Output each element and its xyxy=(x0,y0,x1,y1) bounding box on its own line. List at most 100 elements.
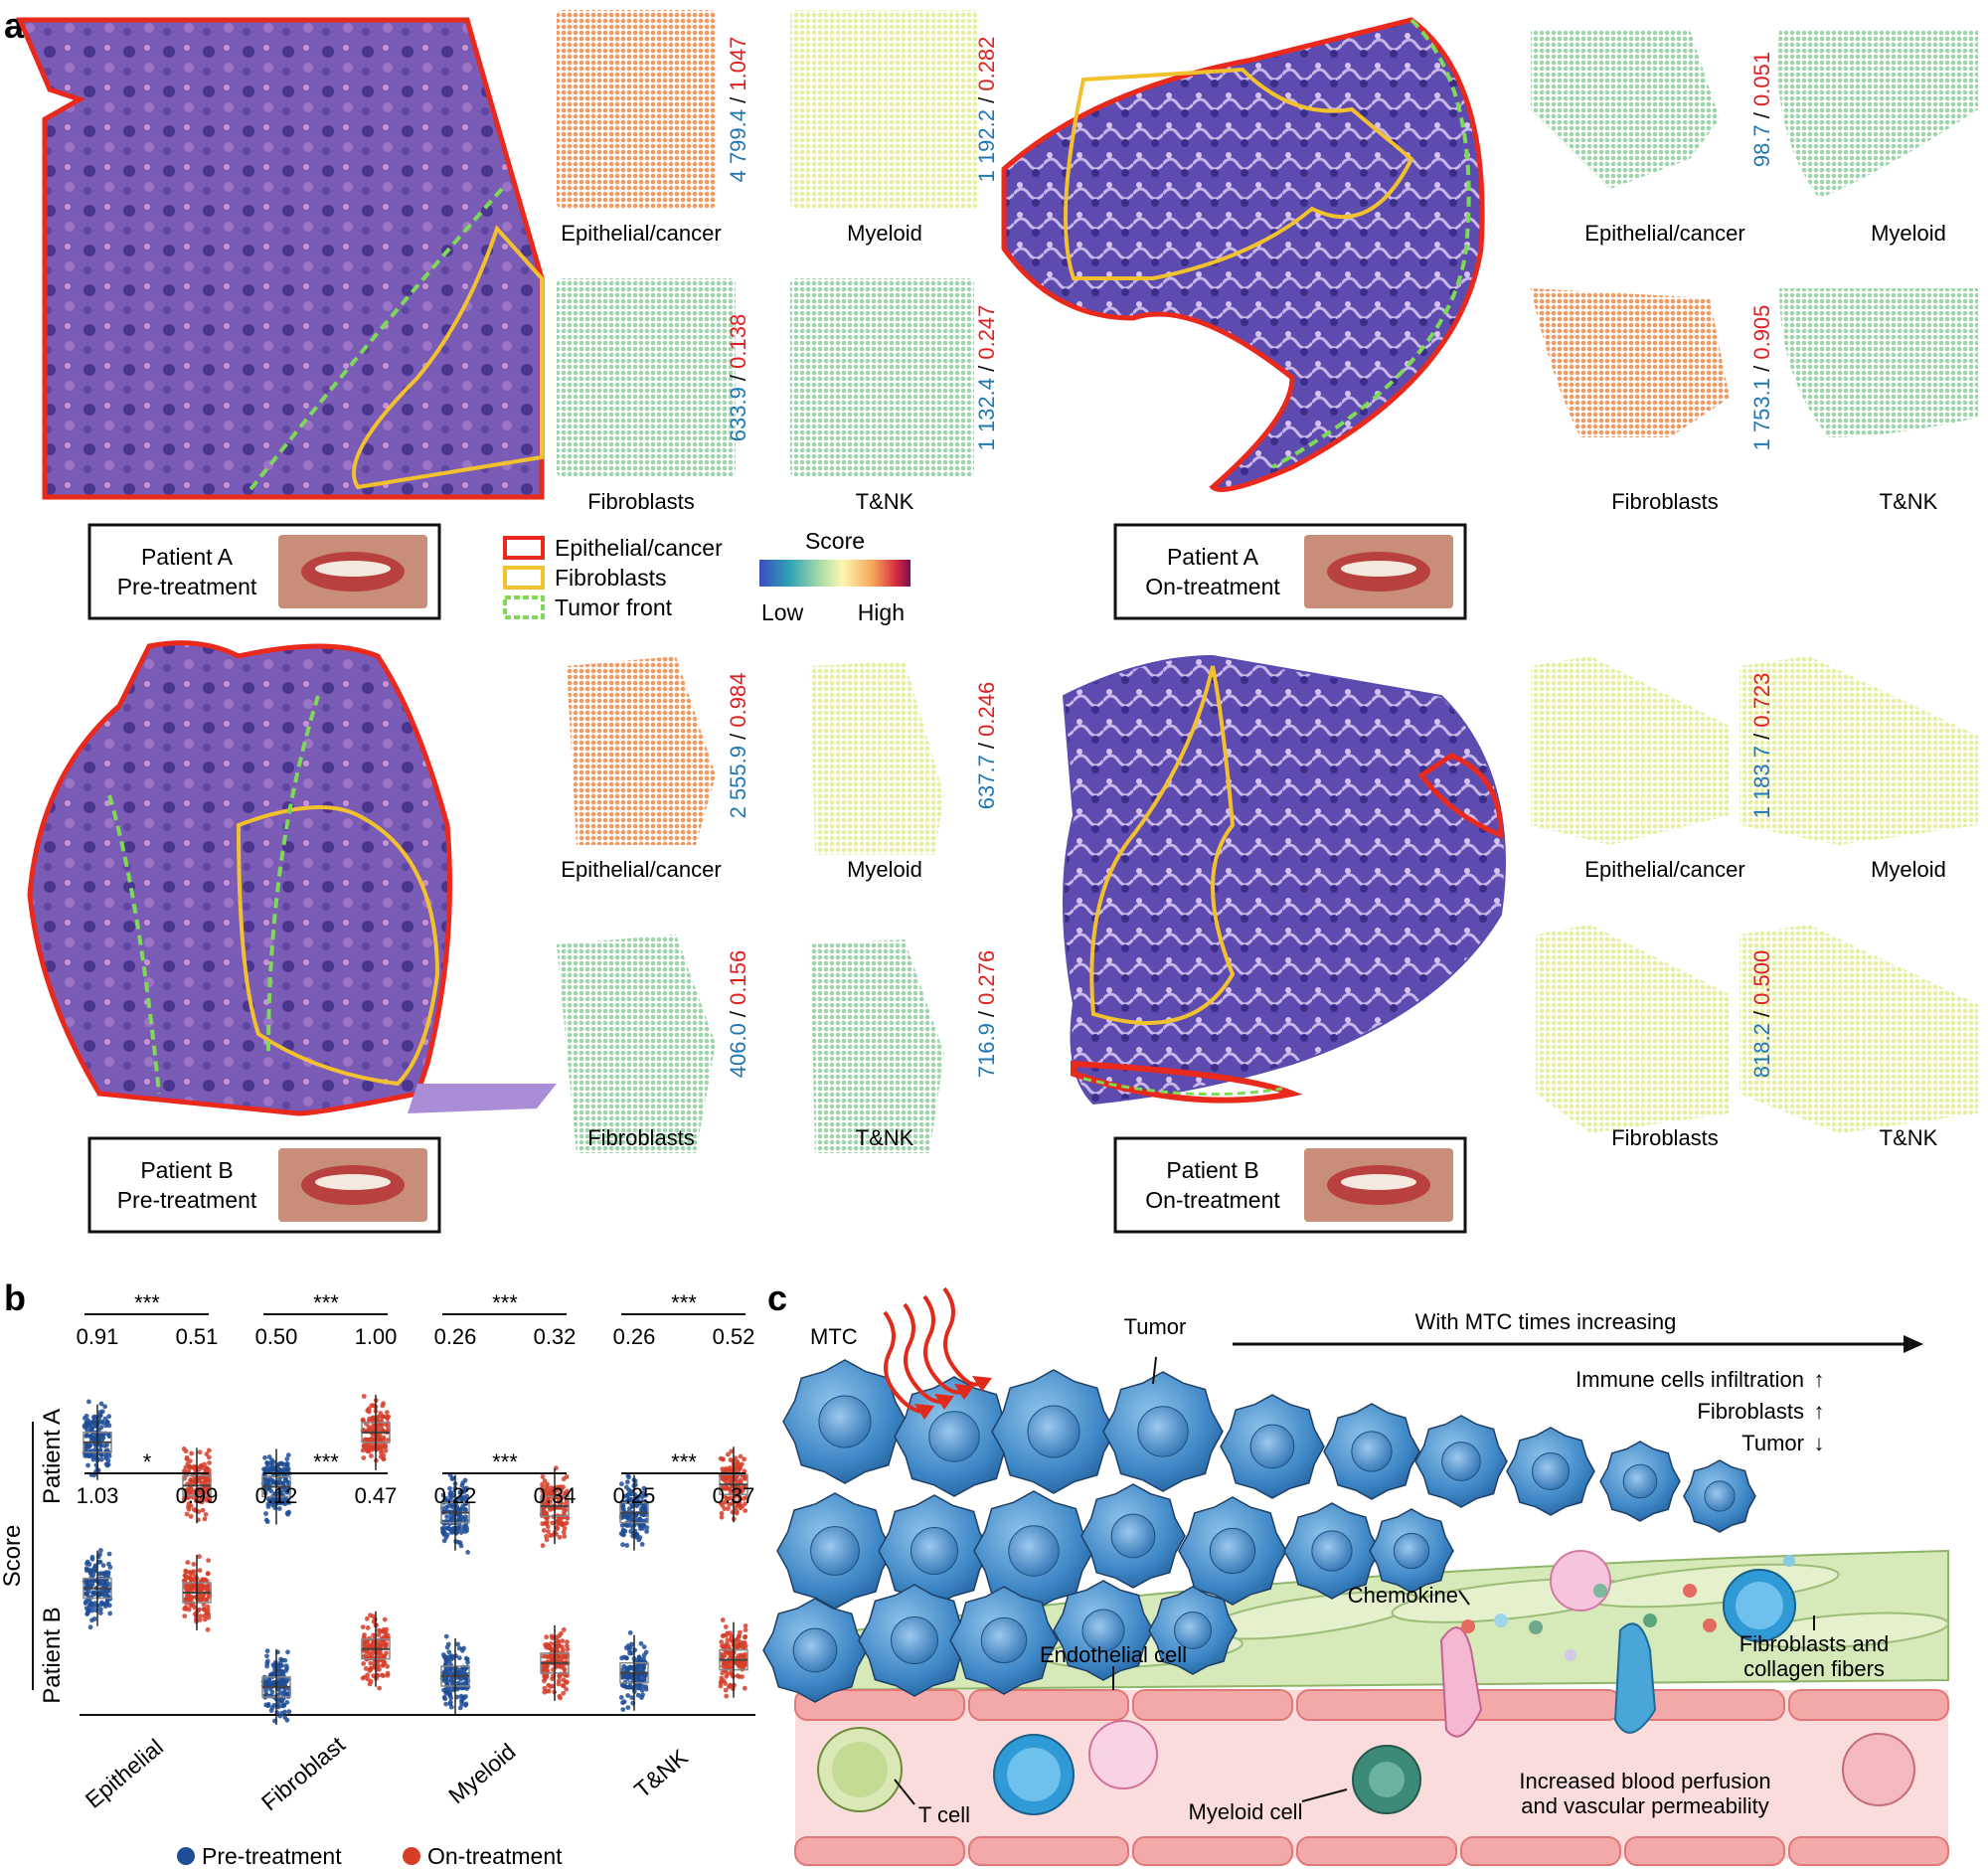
sig-label-2: *** xyxy=(492,1290,518,1315)
effect-dir-1: ↑ xyxy=(1814,1399,1825,1424)
median-pre-5: 0.12 xyxy=(255,1483,298,1508)
strip-pre-5 xyxy=(260,1648,292,1725)
spot-map-labels: Epithelial/cancer 4 799.4 / 1.047 Myeloid 1… xyxy=(561,37,1946,1150)
category-label-1: Fibroblast xyxy=(256,1731,351,1815)
median-pre-1: 0.50 xyxy=(255,1324,298,1349)
panel-letter-b: b xyxy=(4,1277,26,1318)
region-legend: Epithelial/cancer Fibroblasts Tumor fron… xyxy=(503,528,911,625)
sig-label-6: *** xyxy=(492,1449,518,1474)
legend-on: On-treatment xyxy=(427,1843,563,1869)
map-score-3-0: 1 183.7 / 0.723 xyxy=(1749,673,1774,819)
patient-boxes: Patient A Pre-treatment Patient A On-treatm… xyxy=(87,523,1467,1234)
strip-on-2 xyxy=(539,1465,571,1549)
map-title-3-1: Myeloid xyxy=(1871,857,1946,882)
sig-label-1: *** xyxy=(313,1290,339,1315)
strip-pre-0 xyxy=(82,1399,112,1480)
panel-letter-a: a xyxy=(4,5,25,46)
map-score-2-3: 716.9 / 0.276 xyxy=(974,950,999,1078)
panel-letter-c: c xyxy=(767,1277,787,1318)
map-title-1-2: Fibroblasts xyxy=(1611,489,1719,514)
map-title-1-1: Myeloid xyxy=(1871,221,1946,246)
strip-on-1 xyxy=(360,1394,392,1470)
sig-label-4: * xyxy=(143,1449,152,1474)
median-on-5: 0.47 xyxy=(355,1483,398,1508)
median-pre-2: 0.26 xyxy=(434,1324,477,1349)
perfusion-label-2: and vascular permeability xyxy=(1521,1793,1768,1818)
panel-b-chart: Score Patient A Patient B Epithelial Fibr… xyxy=(0,1290,755,1815)
perfusion-label-1: Increased blood perfusion xyxy=(1519,1769,1770,1793)
map-title-1-0: Epithelial/cancer xyxy=(1584,221,1744,246)
myeloid-cell-label: Myeloid cell xyxy=(1189,1799,1303,1824)
median-pre-4: 1.03 xyxy=(77,1483,119,1508)
strip-pre-4 xyxy=(82,1548,113,1630)
map-title-0-1: Myeloid xyxy=(847,221,922,246)
category-label-2: Myeloid xyxy=(443,1738,520,1808)
tissue-section-b-pre xyxy=(27,640,557,1116)
median-on-7: 0.37 xyxy=(713,1483,755,1508)
score-high: High xyxy=(858,599,905,625)
tissue-section-b-on xyxy=(1062,654,1506,1105)
strip-pre-6 xyxy=(439,1633,471,1714)
score-low: Low xyxy=(761,599,804,625)
map-title-2-0: Epithelial/cancer xyxy=(561,857,721,882)
legend-tumor-front: Tumor front xyxy=(555,595,673,620)
myeloid-cell xyxy=(1088,1720,1158,1789)
mtc-waves xyxy=(883,1286,980,1414)
map-title-2-3: T&NK xyxy=(856,1125,914,1150)
effect-label-0: Immune cells infiltration xyxy=(1575,1367,1804,1392)
effects-list: Immune cells infiltration ↑ Fibroblasts ↑ Tu… xyxy=(1575,1367,1824,1455)
legend-epithelial: Epithelial/cancer xyxy=(555,535,723,561)
tissue-section-a-pre xyxy=(16,17,545,500)
mtc-label: MTC xyxy=(810,1324,858,1349)
tumor-label: Tumor xyxy=(1124,1314,1187,1339)
chemokine-dots xyxy=(1461,1555,1795,1661)
chemokine-label: Chemokine xyxy=(1348,1583,1458,1608)
fibroblasts-collagen-label-2: collagen fibers xyxy=(1743,1656,1885,1681)
patient-timepoint-1: On-treatment xyxy=(1145,574,1280,599)
strip-on-4 xyxy=(181,1554,213,1632)
map-title-0-0: Epithelial/cancer xyxy=(561,221,721,246)
sig-label-3: *** xyxy=(671,1290,697,1315)
tumor-cell-cluster xyxy=(762,1359,1756,1703)
legend-fibroblasts: Fibroblasts xyxy=(555,565,666,591)
patient-name-3: Patient B xyxy=(1166,1157,1258,1183)
strip-pre-3 xyxy=(618,1472,650,1551)
map-title-2-2: Fibroblasts xyxy=(587,1125,695,1150)
median-pre-0: 0.91 xyxy=(77,1324,119,1349)
map-score-0-3: 1 132.4 / 0.247 xyxy=(974,305,999,451)
median-pre-6: 0.22 xyxy=(434,1483,477,1508)
effect-label-1: Fibroblasts xyxy=(1697,1399,1804,1424)
map-title-0-2: Fibroblasts xyxy=(587,489,695,514)
map-score-2-0: 2 555.9 / 0.984 xyxy=(726,673,750,819)
legend-pre: Pre-treatment xyxy=(202,1843,342,1869)
row-label-patient-a: Patient A xyxy=(39,1409,66,1504)
row-label-patient-b: Patient B xyxy=(39,1607,66,1703)
map-score-0-0: 4 799.4 / 1.047 xyxy=(726,37,750,183)
endothelial-label: Endothelial cell xyxy=(1040,1642,1187,1667)
strip-on-6 xyxy=(540,1624,571,1701)
median-on-1: 1.00 xyxy=(355,1324,398,1349)
map-title-3-0: Epithelial/cancer xyxy=(1584,857,1744,882)
category-label-3: T&NK xyxy=(629,1744,693,1803)
map-score-1-2: 1 753.1 / 0.905 xyxy=(1749,305,1774,451)
strip-on-7 xyxy=(718,1617,748,1699)
strip-on-5 xyxy=(360,1611,391,1691)
patient-name-1: Patient A xyxy=(1167,544,1259,570)
score-colorbar-title: Score xyxy=(805,528,865,554)
strip-on-0 xyxy=(181,1446,213,1524)
spot-maps-b-on xyxy=(1531,656,1978,1133)
legend-marker-pre xyxy=(177,1847,195,1865)
chart-ylabel: Score xyxy=(0,1525,26,1588)
map-title-0-3: T&NK xyxy=(856,489,914,514)
patient-name-2: Patient B xyxy=(140,1157,233,1183)
effect-dir-2: ↓ xyxy=(1814,1431,1825,1455)
patient-timepoint-2: Pre-treatment xyxy=(117,1187,257,1213)
map-title-3-2: Fibroblasts xyxy=(1611,1125,1719,1150)
legend-marker-on xyxy=(403,1847,420,1865)
median-pre-7: 0.25 xyxy=(613,1483,656,1508)
map-score-3-2: 818.2 / 0.500 xyxy=(1749,950,1774,1078)
median-on-3: 0.52 xyxy=(713,1324,755,1349)
map-score-1-0: 98.7 / 0.051 xyxy=(1749,52,1774,167)
map-score-0-1: 1 192.2 / 0.282 xyxy=(974,37,999,183)
